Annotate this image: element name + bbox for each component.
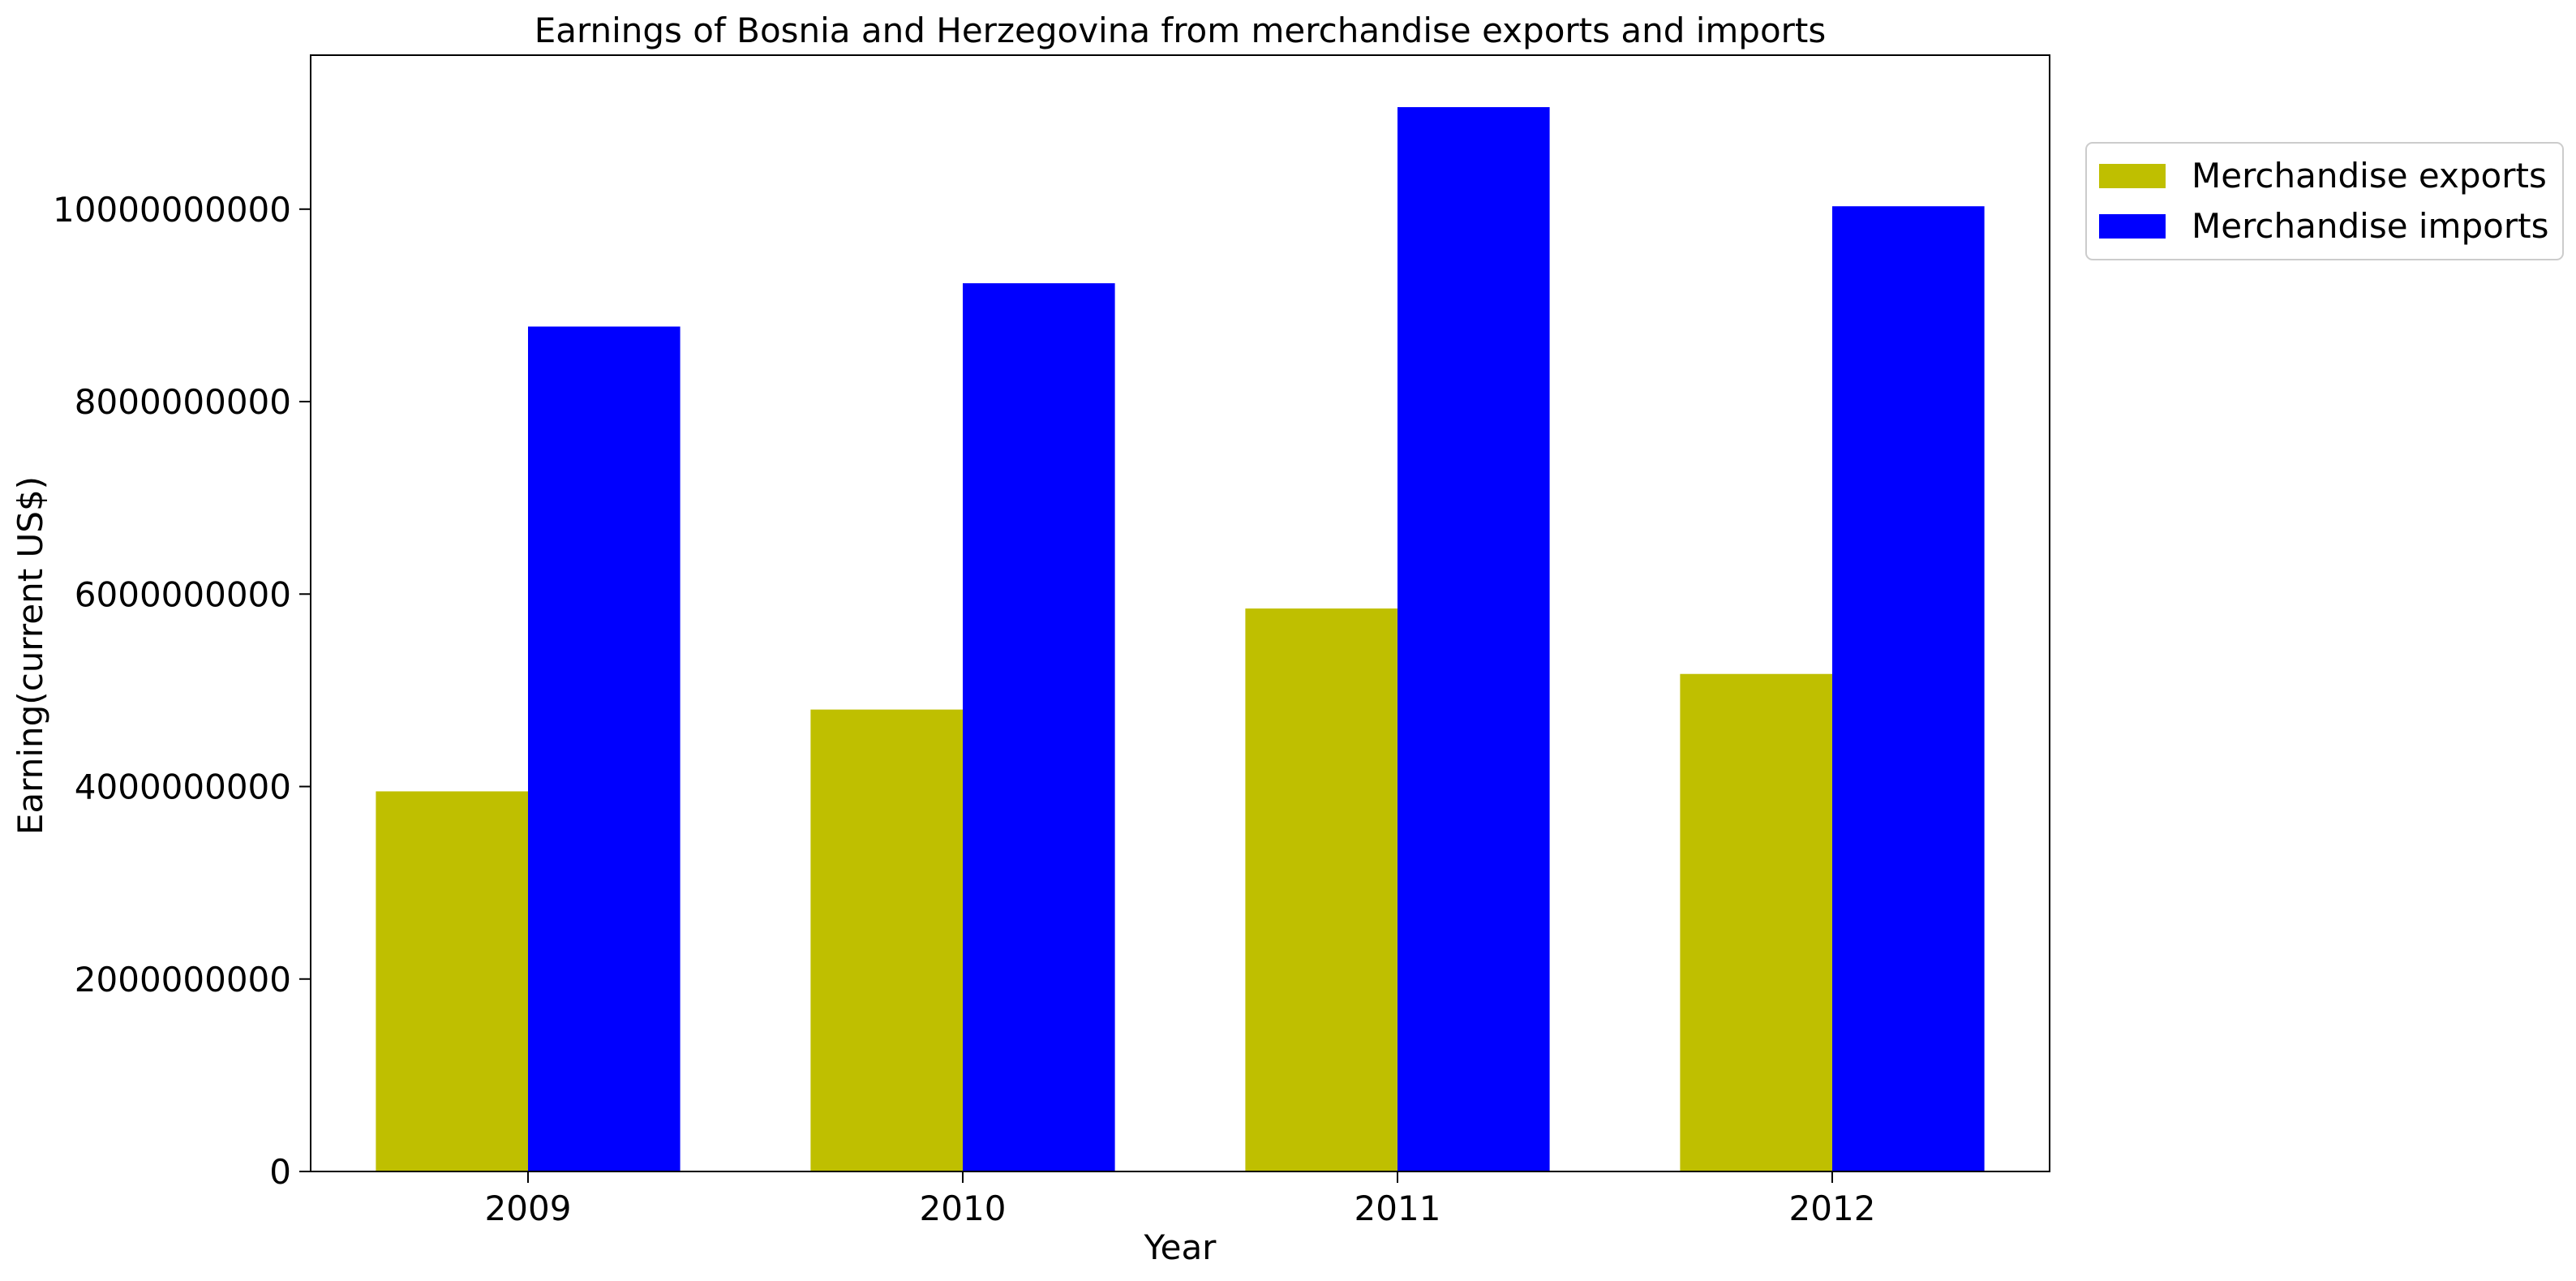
plot-frame bbox=[310, 54, 2050, 1172]
x-tick-label: 2009 bbox=[485, 1189, 572, 1228]
x-tick-label: 2010 bbox=[920, 1189, 1007, 1228]
x-tick-label: 2011 bbox=[1355, 1189, 1441, 1228]
bar-merchandise-imports-2012 bbox=[1832, 206, 1985, 1171]
bar-merchandise-imports-2010 bbox=[963, 283, 1115, 1171]
legend-label: Merchandise exports bbox=[2192, 156, 2547, 196]
x-axis-label: Year bbox=[1144, 1227, 1217, 1267]
legend-swatch bbox=[2099, 164, 2166, 188]
bar-merchandise-exports-2012 bbox=[1680, 673, 1832, 1171]
legend-label: Merchandise imports bbox=[2192, 206, 2548, 246]
bar-merchandise-imports-2011 bbox=[1397, 107, 1550, 1171]
plot-area bbox=[310, 54, 2050, 1172]
chart-title: Earnings of Bosnia and Herzegovina from … bbox=[535, 11, 1827, 50]
y-tick-label: 8000000000 bbox=[75, 382, 291, 422]
bar-merchandise-exports-2009 bbox=[376, 791, 528, 1171]
y-tick-label: 6000000000 bbox=[75, 574, 291, 614]
y-tick-label: 10000000000 bbox=[53, 190, 291, 230]
x-axis: 2009 2010 2011 2012 bbox=[485, 1171, 1876, 1228]
y-axis: 0 2000000000 4000000000 6000000000 800000000… bbox=[53, 190, 311, 1192]
y-axis-label: Earning(current US$) bbox=[11, 476, 50, 835]
x-tick-label: 2012 bbox=[1789, 1189, 1876, 1228]
bar-merchandise-exports-2011 bbox=[1245, 608, 1397, 1171]
legend-box bbox=[2085, 142, 2564, 260]
legend: Merchandise exports Merchandise imports bbox=[2085, 142, 2564, 260]
y-tick-label: 2000000000 bbox=[75, 960, 291, 999]
y-tick-label: 4000000000 bbox=[75, 767, 291, 807]
bar-merchandise-exports-2010 bbox=[810, 709, 963, 1171]
bars bbox=[376, 107, 1985, 1171]
bar-merchandise-imports-2009 bbox=[528, 326, 680, 1171]
y-tick-label: 0 bbox=[269, 1152, 291, 1192]
legend-swatch bbox=[2099, 214, 2166, 239]
